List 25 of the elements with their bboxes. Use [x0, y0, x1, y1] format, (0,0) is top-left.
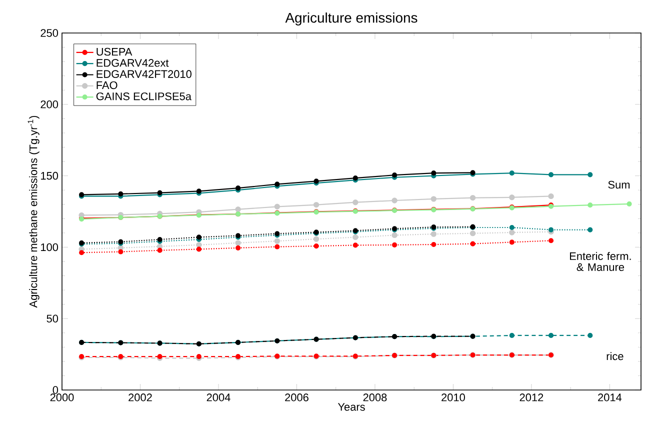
annotation: rice: [606, 352, 624, 360]
y-tick-label: 0: [52, 386, 58, 394]
legend-label: USEPA: [96, 48, 132, 56]
annotation: Sum: [608, 180, 630, 189]
y-tick-label: 50: [46, 314, 58, 322]
y-tick-label: 150: [41, 172, 58, 180]
x-tick-label: 2004: [206, 394, 230, 402]
x-tick-label: 2002: [128, 394, 152, 402]
legend-label: FAO: [96, 81, 118, 90]
x-tick-label: 2008: [363, 394, 387, 402]
annotation: Enteric ferm. & Manure: [570, 252, 631, 271]
x-axis-title: Years: [338, 403, 365, 411]
legend-label: EDGARV42ext: [96, 59, 169, 67]
x-tick-label: 2000: [50, 394, 74, 402]
y-axis-title: Agriculture methane emissions (Tg.yr$^{-1}$): [28, 116, 40, 308]
y-tick-label: 250: [40, 29, 58, 37]
x-tick-label: 2006: [285, 394, 308, 402]
x-tick-label: 2010: [442, 394, 465, 402]
x-tick-label: 2012: [520, 394, 544, 402]
y-tick-label: 200: [40, 100, 58, 108]
legend-label: GAINS ECLIPSE5a: [96, 92, 192, 100]
x-tick-label: 2014: [598, 394, 622, 402]
chart-title: Agriculture emissions: [285, 12, 418, 26]
y-tick-label: 100: [41, 243, 58, 252]
legend-label: EDGARV42FT2010: [96, 70, 192, 78]
